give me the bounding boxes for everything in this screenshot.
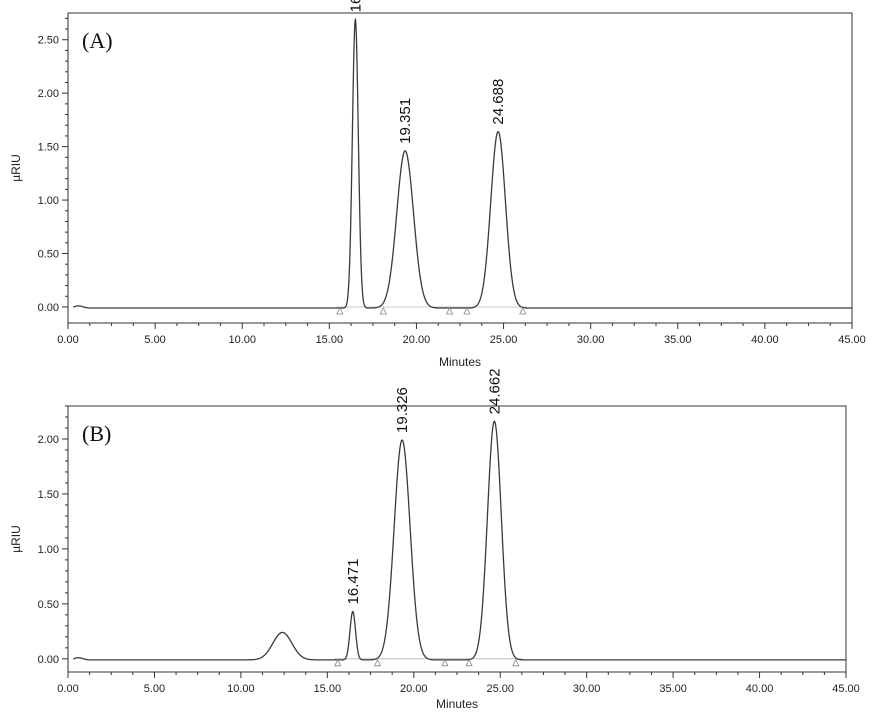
x-tick-label: 5.00 bbox=[144, 683, 165, 695]
y-tick-label: 0.00 bbox=[38, 654, 59, 666]
peak-label: 19.326 bbox=[394, 387, 411, 433]
x-axis-title: Minutes bbox=[436, 697, 478, 711]
x-tick-label: 35.00 bbox=[664, 334, 692, 346]
peak-label: 19.351 bbox=[397, 98, 414, 144]
y-axis-title: µRIU bbox=[9, 154, 23, 182]
y-tick-label: 2.50 bbox=[38, 35, 59, 47]
integration-marker bbox=[519, 307, 527, 315]
x-tick-label: 45.00 bbox=[832, 683, 860, 695]
integration-marker bbox=[465, 658, 473, 667]
peak-label: 16.471 bbox=[345, 559, 362, 605]
chromatogram-trace bbox=[72, 420, 846, 661]
peak-label: 24.662 bbox=[486, 368, 503, 414]
x-tick-label: 15.00 bbox=[314, 683, 342, 695]
plot-frame bbox=[67, 405, 847, 673]
y-tick-label: 2.00 bbox=[38, 434, 59, 446]
chart-panel-a: 0.00 5.00 10.00 15.00 20.00 25.00 30.00 35.00 40… bbox=[9, 0, 866, 369]
y-tick-label: 0.50 bbox=[38, 249, 59, 261]
x-tick-label: 20.00 bbox=[400, 683, 428, 695]
integration-marker bbox=[441, 658, 449, 667]
x-tick-label: 30.00 bbox=[573, 683, 601, 695]
panel-label: (B) bbox=[82, 421, 111, 446]
y-axis-title: µRIU bbox=[9, 525, 23, 553]
x-tick-label: 40.00 bbox=[751, 334, 779, 346]
x-tick-label: 25.00 bbox=[486, 683, 514, 695]
peak-label: 16.493 bbox=[347, 0, 364, 12]
integration-marker bbox=[336, 307, 344, 315]
integration-marker bbox=[373, 658, 382, 667]
panel-label: (A) bbox=[82, 28, 113, 53]
y-tick-label: 0.00 bbox=[38, 302, 59, 314]
x-tick-label: 35.00 bbox=[659, 683, 687, 695]
y-tick-label: 2.00 bbox=[38, 88, 59, 100]
integration-marker bbox=[463, 307, 471, 315]
y-tick-label: 1.50 bbox=[38, 489, 59, 501]
x-tick-label: 25.00 bbox=[490, 334, 518, 346]
y-tick-label: 0.50 bbox=[38, 599, 59, 611]
x-tick-label: 40.00 bbox=[746, 683, 774, 695]
x-tick-label: 45.00 bbox=[838, 334, 866, 346]
x-tick-label: 5.00 bbox=[144, 334, 165, 346]
x-tick-label: 0.00 bbox=[57, 334, 78, 346]
x-tick-label: 0.00 bbox=[57, 683, 78, 695]
y-tick-label: 1.00 bbox=[38, 544, 59, 556]
x-tick-label: 10.00 bbox=[228, 334, 256, 346]
x-tick-label: 20.00 bbox=[403, 334, 431, 346]
plot-frame bbox=[67, 12, 853, 324]
x-tick-label: 10.00 bbox=[227, 683, 255, 695]
x-tick-label: 15.00 bbox=[316, 334, 344, 346]
integration-marker bbox=[445, 307, 454, 315]
y-tick-label: 1.50 bbox=[38, 142, 59, 154]
integration-marker bbox=[379, 307, 387, 315]
chromatogram-trace bbox=[73, 17, 852, 309]
x-tick-label: 30.00 bbox=[577, 334, 605, 346]
x-axis-title: Minutes bbox=[439, 355, 481, 369]
y-tick-label: 1.00 bbox=[38, 195, 59, 207]
integration-marker bbox=[334, 658, 342, 667]
peak-label: 24.688 bbox=[490, 79, 507, 125]
integration-marker bbox=[512, 658, 520, 667]
chart-panel-b: 0.00 5.00 10.00 15.00 20.00 25.00 30.00 35.00 40… bbox=[9, 368, 860, 711]
